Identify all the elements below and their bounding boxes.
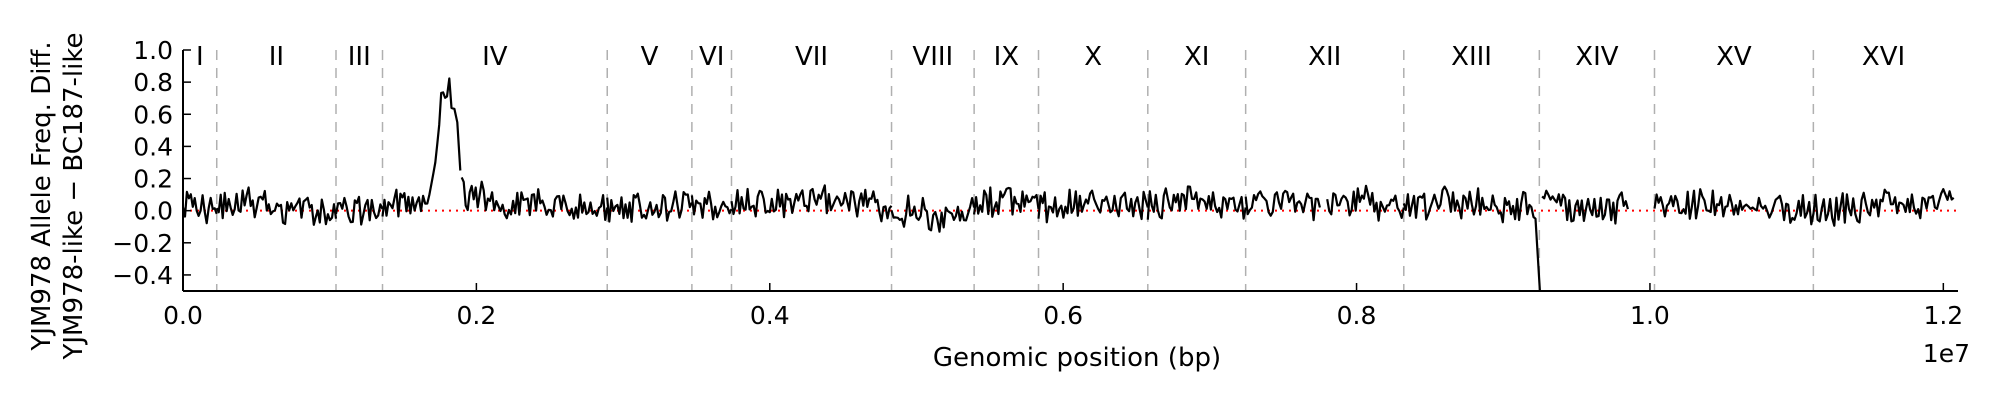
chromosome-boundaries xyxy=(215,50,1815,291)
chromosome-label: V xyxy=(641,42,659,72)
chromosome-label: III xyxy=(348,42,371,72)
allele-frequency-series-segment xyxy=(381,77,462,218)
chromosome-label: I xyxy=(196,42,204,72)
x-exponent-label: 1e7 xyxy=(1923,339,1970,368)
x-tick-label: 0.6 xyxy=(1043,301,1083,330)
allele-frequency-series-segment xyxy=(1812,188,1955,227)
allele-frequency-series-segment xyxy=(334,195,384,226)
y-ticks: 1.0 0.8 0.6 0.4 0.2 0.0 −0.2 −0.4 xyxy=(112,36,191,290)
chromosome-label: XII xyxy=(1308,42,1341,72)
allele-frequency-series-segment xyxy=(1402,185,1541,292)
chromosome-labels: I II III IV V VI VII VIII IX X XI XII XIII XIV XV XVI xyxy=(196,42,1905,72)
chromosome-label: XIV xyxy=(1575,42,1618,72)
y-axis-label-line-2: YJM978-like − BC187-like xyxy=(59,33,89,361)
allele-frequency-series-segment xyxy=(973,186,1040,218)
x-tick-label: 0.4 xyxy=(750,301,790,330)
allele-frequency-series-segment xyxy=(1146,185,1247,220)
x-tick-label: 1.2 xyxy=(1923,301,1963,330)
allele-frequency-series-segment xyxy=(1037,188,1149,224)
chromosome-label: XV xyxy=(1716,42,1752,72)
chromosome-label: II xyxy=(269,42,284,72)
chromosome-label: VIII xyxy=(912,42,953,72)
x-tick-label: 0.8 xyxy=(1337,301,1377,330)
x-tick-label: 0.2 xyxy=(457,301,497,330)
x-axis-label: Genomic position (bp) xyxy=(933,343,1221,373)
x-tick-label: 0.0 xyxy=(163,301,203,330)
allele-frequency-series-segment xyxy=(606,190,693,223)
allele-frequency-series-segment xyxy=(460,176,609,221)
x-ticks: 0.0 0.2 0.4 0.6 0.8 1.0 1.2 xyxy=(163,283,1963,330)
allele-frequency-series-segment xyxy=(181,190,218,225)
y-tick-label: 1.0 xyxy=(133,36,173,65)
chromosome-label: XIII xyxy=(1451,42,1492,72)
allele-frequency-series-segment xyxy=(1326,184,1405,222)
allele-frequency-series-segment xyxy=(1541,189,1629,225)
y-tick-label: 0.6 xyxy=(133,100,173,129)
chromosome-label: X xyxy=(1084,42,1102,72)
y-tick-label: 0.0 xyxy=(133,197,173,226)
allele-frequency-series-segment xyxy=(1653,188,1815,226)
y-tick-label: 0.4 xyxy=(133,132,173,161)
chromosome-label: VI xyxy=(699,42,724,72)
axes xyxy=(182,50,1958,292)
chromosome-label: IV xyxy=(482,42,508,72)
y-tick-label: −0.2 xyxy=(112,229,173,258)
allele-frequency-series-segment xyxy=(1244,189,1321,222)
x-tick-label: 1.0 xyxy=(1630,301,1670,330)
chromosome-label: IX xyxy=(994,42,1019,72)
data-series xyxy=(181,77,1955,292)
allele-frequency-series-segment xyxy=(730,184,893,223)
chromosome-label: XI xyxy=(1184,42,1209,72)
y-tick-label: 0.8 xyxy=(133,68,173,97)
allele-frequency-series-segment xyxy=(215,186,338,226)
allele-frequency-series-segment xyxy=(890,194,976,233)
chromosome-label: VII xyxy=(795,42,828,72)
allele-frequency-series-segment xyxy=(690,190,733,221)
y-tick-label: 0.2 xyxy=(133,165,173,194)
y-tick-label: −0.4 xyxy=(112,261,173,290)
chromosome-label: XVI xyxy=(1862,42,1905,72)
y-axis-label-line-1: YJM978 Allele Freq. Diff. xyxy=(27,41,57,351)
